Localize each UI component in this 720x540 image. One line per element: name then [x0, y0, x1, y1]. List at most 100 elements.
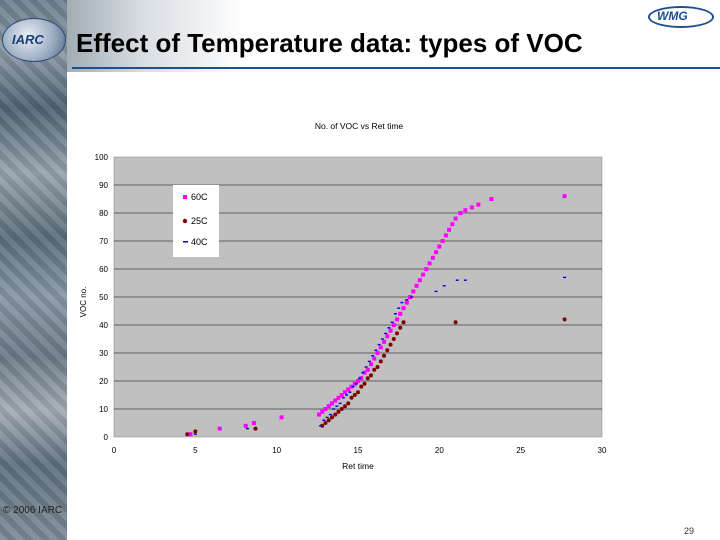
- y-tick-label: 90: [99, 181, 108, 190]
- voc-scatter-chart: No. of VOC vs Ret time 01020304050607080…: [79, 121, 607, 471]
- data-point: [469, 205, 474, 210]
- data-point: [326, 418, 331, 423]
- data-point: [349, 395, 354, 400]
- data-point: [333, 398, 338, 403]
- x-tick-label: 5: [193, 446, 198, 455]
- data-point: [362, 370, 367, 375]
- data-point: [323, 421, 328, 425]
- data-point: [341, 397, 345, 399]
- iarc-logo-text: IARC: [12, 32, 44, 47]
- data-point: [369, 373, 374, 378]
- y-axis-label: VOC no.: [79, 287, 88, 318]
- wmg-logo: WMG: [646, 3, 716, 33]
- data-point: [367, 360, 371, 363]
- title-underline: [72, 67, 720, 69]
- data-point: [243, 423, 248, 428]
- data-point: [364, 366, 368, 368]
- data-point: [371, 355, 375, 357]
- data-point: [405, 299, 409, 301]
- data-point: [434, 250, 439, 255]
- data-point: [427, 261, 432, 266]
- data-point: [352, 381, 357, 386]
- data-point: [346, 401, 351, 406]
- data-point: [316, 412, 321, 417]
- data-point: [217, 426, 222, 431]
- data-point: [398, 325, 403, 330]
- data-point: [562, 317, 567, 322]
- data-point: [393, 313, 397, 315]
- x-axis-label: Ret time: [342, 461, 374, 471]
- data-point: [365, 367, 370, 372]
- y-tick-label: 10: [99, 405, 108, 414]
- data-point: [378, 359, 383, 364]
- data-point: [342, 404, 347, 409]
- data-point: [245, 427, 249, 430]
- x-tick-label: 15: [354, 446, 363, 455]
- data-point: [320, 409, 325, 414]
- data-point: [385, 348, 390, 353]
- data-point: [563, 276, 567, 279]
- legend-marker-60c: [183, 195, 187, 199]
- data-point: [434, 290, 438, 293]
- data-point: [489, 197, 494, 201]
- data-point: [339, 393, 344, 397]
- data-point: [253, 426, 258, 431]
- y-tick-label: 40: [99, 321, 108, 330]
- data-point: [358, 377, 362, 379]
- series-25c: [185, 317, 567, 437]
- data-point: [322, 419, 326, 421]
- data-points: [185, 194, 567, 437]
- data-point: [188, 432, 193, 437]
- data-point: [346, 387, 351, 392]
- y-tick-label: 80: [99, 209, 108, 218]
- data-point: [442, 285, 446, 287]
- series-40c: [193, 276, 567, 435]
- data-point: [385, 334, 390, 339]
- data-point: [453, 216, 458, 221]
- legend-label-25c: 25C: [191, 216, 208, 226]
- data-point: [387, 327, 391, 329]
- data-point: [414, 283, 419, 288]
- data-point: [354, 383, 358, 385]
- data-point: [476, 202, 481, 207]
- data-point: [397, 307, 401, 309]
- legend-marker-40c: [183, 241, 188, 243]
- data-point: [342, 390, 347, 395]
- data-point: [356, 379, 360, 383]
- data-point: [437, 244, 442, 249]
- data-point: [391, 323, 396, 327]
- iarc-logo: IARC: [2, 18, 66, 62]
- data-point: [375, 351, 380, 355]
- data-point: [411, 289, 416, 294]
- data-point: [332, 408, 336, 410]
- data-point: [374, 349, 378, 351]
- data-point: [339, 407, 344, 411]
- data-point: [455, 279, 459, 281]
- data-point: [388, 328, 393, 333]
- data-point: [401, 320, 406, 325]
- legend-marker-25c: [182, 218, 188, 224]
- data-point: [338, 402, 342, 405]
- data-point: [391, 337, 396, 341]
- page-number: 29: [684, 526, 695, 536]
- x-tick-label: 0: [112, 446, 117, 455]
- data-point: [421, 272, 426, 277]
- data-point: [401, 306, 406, 311]
- data-point: [417, 278, 422, 283]
- data-point: [361, 371, 365, 374]
- data-point: [380, 338, 384, 340]
- data-point: [333, 412, 338, 417]
- data-point: [365, 376, 370, 381]
- data-point: [356, 390, 360, 395]
- data-point: [395, 331, 400, 336]
- data-point: [329, 415, 334, 420]
- data-point: [450, 222, 455, 227]
- data-point: [193, 429, 198, 434]
- y-tick-label: 0: [104, 433, 109, 442]
- x-axis-ticks: 0 5 10 15 20 25 30: [112, 446, 607, 455]
- data-point: [372, 367, 377, 372]
- data-point: [362, 381, 367, 386]
- data-point: [319, 425, 323, 427]
- data-point: [336, 409, 341, 414]
- sidebar-photo-strip: [0, 0, 67, 540]
